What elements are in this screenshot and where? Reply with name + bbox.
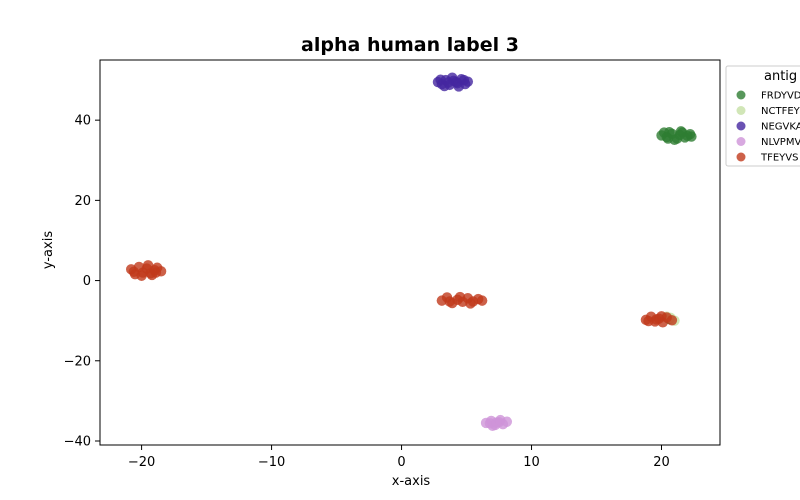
data-point xyxy=(662,133,674,144)
legend-label: FRDYVD xyxy=(761,91,800,102)
x-tick-label: 20 xyxy=(653,455,670,470)
legend-label: NLVPMV xyxy=(761,137,800,148)
y-axis-ticks: −40 −20 0 20 40 xyxy=(64,114,100,449)
legend-marker xyxy=(736,137,746,146)
legend-title: antig xyxy=(764,69,797,84)
data-point xyxy=(444,296,455,307)
data-point xyxy=(450,76,462,88)
data-point xyxy=(458,74,470,86)
y-tick-label: 40 xyxy=(74,114,91,129)
y-tick-label: −40 xyxy=(64,434,91,449)
x-axis-label: x-axis xyxy=(392,474,431,489)
legend-items: FRDYVD NCTFEY NEGVKA NLVPMV TFEYVS xyxy=(736,90,800,164)
data-point xyxy=(675,126,687,137)
y-axis-label: y-axis xyxy=(41,231,56,269)
series-group xyxy=(656,126,697,325)
y-tick-label: 0 xyxy=(83,274,91,289)
x-tick-label: 0 xyxy=(397,455,405,470)
y-tick-label: 20 xyxy=(74,194,91,209)
x-axis-ticks: −20 −10 0 10 20 xyxy=(128,445,670,470)
x-tick-label: −20 xyxy=(128,455,155,470)
x-tick-label: 10 xyxy=(523,455,540,470)
data-point xyxy=(150,267,162,278)
data-point xyxy=(142,260,154,271)
data-point xyxy=(454,291,466,303)
data-point xyxy=(476,295,488,306)
data-point xyxy=(666,315,678,326)
data-point xyxy=(643,315,654,327)
chart-title: alpha human label 3 xyxy=(301,34,519,56)
data-point xyxy=(443,77,454,88)
legend-marker xyxy=(736,152,746,162)
x-tick-label: −10 xyxy=(258,455,285,470)
legend-label: NCTFEY xyxy=(761,106,800,117)
legend-marker xyxy=(736,106,746,115)
plot-frame xyxy=(99,59,721,446)
legend-label: TFEYVS xyxy=(760,153,798,164)
data-point xyxy=(686,131,697,142)
y-tick-label: −20 xyxy=(64,354,91,369)
series-group xyxy=(480,414,513,431)
data-point xyxy=(491,417,502,428)
legend: antig FRDYVD NCTFEY NEGVKA NLVPMV TFEYVS xyxy=(725,65,800,167)
series-group xyxy=(125,260,678,328)
legend-marker xyxy=(736,121,746,131)
data-point xyxy=(136,270,147,281)
legend-label: NEGVKA xyxy=(761,122,800,133)
data-point xyxy=(651,314,662,325)
data-point xyxy=(435,74,446,85)
points-layer xyxy=(125,72,697,431)
data-point xyxy=(128,266,139,277)
series-group xyxy=(432,72,474,92)
data-point xyxy=(465,298,476,309)
legend-marker xyxy=(736,90,746,100)
